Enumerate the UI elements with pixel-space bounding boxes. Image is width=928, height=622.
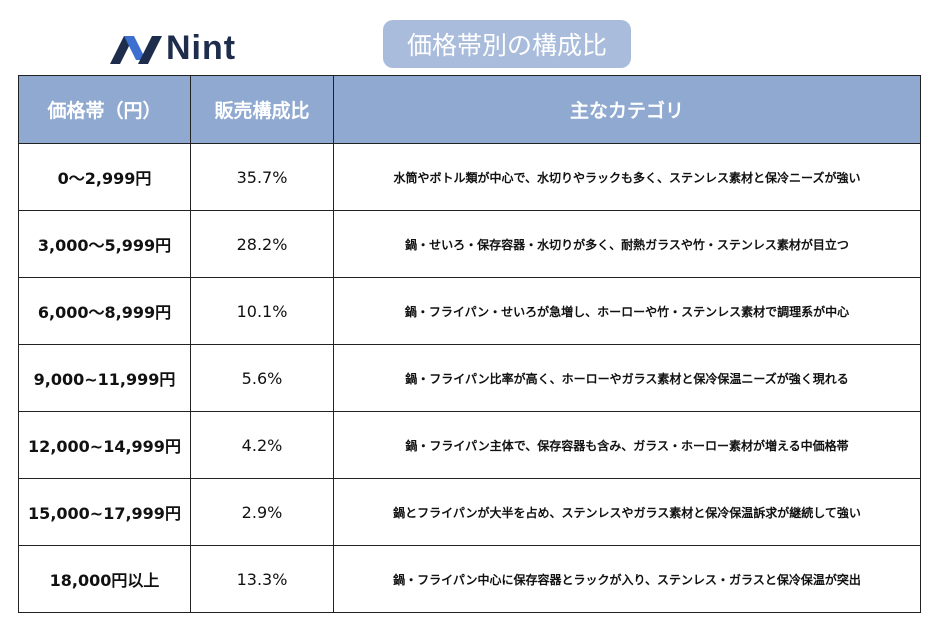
table-cell: 6,000〜8,999円 (18, 277, 191, 345)
column-header: 価格帯（円） (18, 75, 191, 144)
table-cell: 鍋とフライパンが大半を占め、ステンレスやガラス素材と保冷保温訴求が継続して強い (333, 478, 921, 546)
logo-icon (110, 36, 162, 64)
table-cell: 2.9% (190, 478, 334, 546)
table-row: 15,000~17,999円 2.9% 鍋とフライパンが大半を占め、ステンレスやガラ… (18, 478, 921, 546)
header-row: 価格帯（円） 販売構成比 主なカテゴリ (18, 75, 921, 144)
table-cell: 鍋・フライパン比率が高く、ホーローやガラス素材と保冷保温ニーズが強く現れる (333, 344, 921, 412)
table-cell: 水筒やボトル類が中心で、水切りやラックも多く、ステンレス素材と保冷ニーズが強い (333, 143, 921, 211)
column-header: 販売構成比 (190, 75, 334, 144)
table-cell: 28.2% (190, 210, 334, 278)
column-header: 主なカテゴリ (333, 75, 921, 144)
table-cell: 3,000〜5,999円 (18, 210, 191, 278)
table-row: 18,000円以上 13.3% 鍋・フライパン中心に保存容器とラックが入り、ステンレ… (18, 545, 921, 613)
table-cell: 鍋・せいろ・保存容器・水切りが多く、耐熱ガラスや竹・ステンレス素材が目立つ (333, 210, 921, 278)
table-cell: 鍋・フライパン中心に保存容器とラックが入り、ステンレス・ガラスと保冷保温が突出 (333, 545, 921, 613)
table-cell: 12,000~14,999円 (18, 411, 191, 479)
table-cell: 鍋・フライパン・せいろが急増し、ホーローや竹・ステンレス素材で調理系が中心 (333, 277, 921, 345)
table-cell: 0〜2,999円 (18, 143, 191, 211)
table-row: 6,000〜8,999円 10.1% 鍋・フライパン・せいろが急増し、ホーローや竹・… (18, 277, 921, 345)
table-cell: 13.3% (190, 545, 334, 613)
table-cell: 9,000~11,999円 (18, 344, 191, 412)
table-cell: 35.7% (190, 143, 334, 211)
table-cell: 鍋・フライパン主体で、保存容器も含み、ガラス・ホーロー素材が増える中価格帯 (333, 411, 921, 479)
table: 価格帯（円） 販売構成比 主なカテゴリ 0〜2,999円 35.7% 水筒やボトル類が中… (18, 75, 921, 613)
table-cell: 4.2% (190, 411, 334, 479)
page-title: 価格帯別の構成比 (383, 20, 631, 68)
table-cell: 18,000円以上 (18, 545, 191, 613)
table-row: 0〜2,999円 35.7% 水筒やボトル類が中心で、水切りやラックも多く、ステンレ… (18, 143, 921, 211)
logo-text: Nint (166, 28, 237, 67)
table-row: 3,000〜5,999円 28.2% 鍋・せいろ・保存容器・水切りが多く、耐熱ガラス… (18, 210, 921, 278)
table-cell: 15,000~17,999円 (18, 478, 191, 546)
table-body: 0〜2,999円 35.7% 水筒やボトル類が中心で、水切りやラックも多く、ステンレ… (18, 143, 921, 613)
table-cell: 5.6% (190, 344, 334, 412)
table-cell: 10.1% (190, 277, 334, 345)
logo: Nint (110, 28, 236, 68)
table-row: 9,000~11,999円 5.6% 鍋・フライパン比率が高く、ホーローやガラス素材… (18, 344, 921, 412)
table-row: 12,000~14,999円 4.2% 鍋・フライパン主体で、保存容器も含み、ガラス… (18, 411, 921, 479)
